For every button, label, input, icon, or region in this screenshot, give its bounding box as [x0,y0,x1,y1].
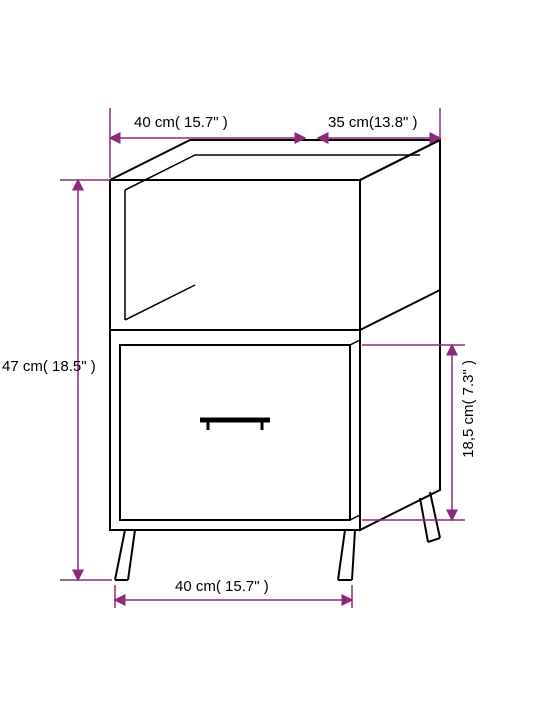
dim-left-height: 47 cm( 18.5" ) [2,358,74,376]
drawer-handle [200,420,270,430]
dim-top-depth: 35 cm(13.8" ) [328,114,418,131]
dim-top-width: 40 cm( 15.7" ) [134,114,228,131]
legs [115,492,440,580]
dim-drawer-h: 18,5 cm( 7.3" ) [460,360,480,458]
dim-bottom-width: 40 cm( 15.7" ) [175,578,269,595]
cabinet-outline [110,140,440,580]
